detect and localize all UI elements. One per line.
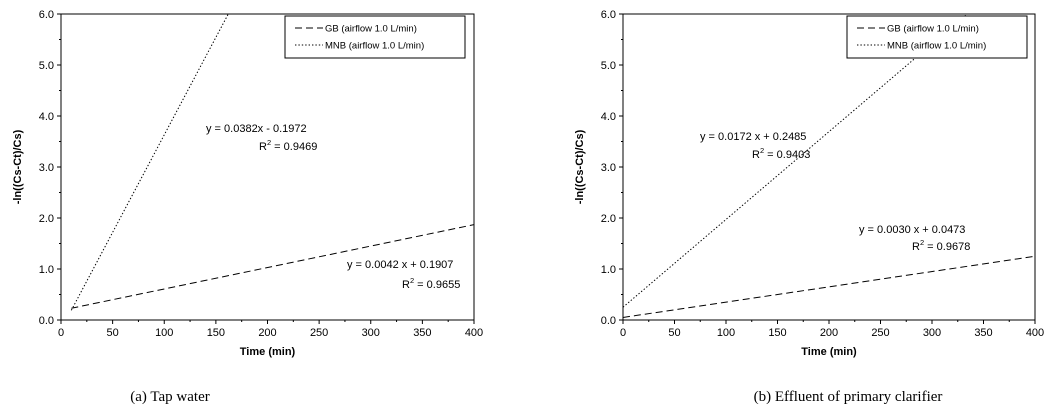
x-tick-label: 350 [413, 327, 431, 339]
x-tick-label: 0 [58, 327, 64, 339]
series-line-gb [71, 224, 474, 309]
plot-frame [60, 13, 475, 321]
legend-box [846, 15, 1028, 59]
x-tick-label: 250 [310, 327, 328, 339]
y-tick-label: 5.0 [39, 60, 54, 72]
x-tick-label: 250 [871, 327, 889, 339]
legend-entry: GB (airflow 1.0 L/min) [887, 24, 979, 35]
r-squared-letter: R [402, 279, 410, 291]
y-tick-label: 6.0 [39, 9, 54, 21]
r-squared-label: R2 = 0.9655 [402, 276, 460, 291]
x-tick-label: 100 [155, 327, 173, 339]
series-line-gb [623, 255, 1035, 318]
figure-caption: (a) Tap water [130, 389, 209, 405]
r-squared-superscript: 2 [760, 146, 764, 155]
x-tick-label: 50 [107, 327, 119, 339]
r-squared-value: = 0.9469 [271, 141, 317, 153]
chart-panel-0: 0 50 100 150 200 250 300 350 400 0.0 1.0 2.0 3.0 4.0 5… [12, 9, 483, 405]
y-tick-label: 1.0 [601, 264, 616, 276]
x-tick-label: 50 [668, 327, 680, 339]
x-tick-label: 200 [820, 327, 838, 339]
x-tick-label: 150 [207, 327, 225, 339]
y-axis-title: -ln((Cs-Ct)/Cs) [12, 129, 24, 204]
y-tick-label: 3.0 [601, 162, 616, 174]
x-tick-label: 400 [1026, 327, 1044, 339]
r-squared-value: = 0.9678 [924, 241, 970, 253]
regression-equation: y = 0.0042 x + 0.1907 [347, 259, 453, 271]
r-squared-label: R2 = 0.9403 [752, 146, 810, 161]
regression-equation: y = 0.0172 x + 0.2485 [700, 131, 806, 143]
x-tick-label: 400 [465, 327, 483, 339]
y-tick-label: 5.0 [601, 60, 616, 72]
series-line-mnb [623, 14, 968, 308]
legend-box [284, 15, 466, 59]
y-tick-label: 0.0 [601, 315, 616, 327]
r-squared-superscript: 2 [920, 238, 924, 247]
legend-entry: MNB (airflow 1.0 L/min) [887, 41, 986, 52]
legend-entry: MNB (airflow 1.0 L/min) [325, 41, 424, 52]
x-tick-label: 100 [717, 327, 735, 339]
regression-equation: y = 0.0382x - 0.1972 [206, 123, 307, 135]
x-tick-label: 150 [768, 327, 786, 339]
y-tick-label: 1.0 [39, 264, 54, 276]
y-tick-label: 2.0 [601, 213, 616, 225]
y-tick-label: 3.0 [39, 162, 54, 174]
y-tick-label: 6.0 [601, 9, 616, 21]
r-squared-label: R2 = 0.9678 [912, 238, 970, 253]
r-squared-value: = 0.9655 [414, 279, 460, 291]
r-squared-superscript: 2 [267, 138, 271, 147]
series-line-mnb [70, 14, 229, 311]
y-tick-label: 0.0 [39, 315, 54, 327]
r-squared-superscript: 2 [410, 276, 414, 285]
x-tick-label: 200 [258, 327, 276, 339]
legend-entry: GB (airflow 1.0 L/min) [325, 24, 417, 35]
x-tick-label: 300 [362, 327, 380, 339]
x-tick-label: 0 [620, 327, 626, 339]
x-tick-label: 350 [974, 327, 992, 339]
r-squared-letter: R [912, 241, 920, 253]
y-tick-label: 4.0 [601, 111, 616, 123]
plot-frame [622, 13, 1036, 321]
r-squared-letter: R [259, 141, 267, 153]
y-tick-label: 2.0 [39, 213, 54, 225]
y-tick-label: 4.0 [39, 111, 54, 123]
chart-panel-1: 0 50 100 150 200 250 300 350 400 0.0 1.0 2.0 3.0 4.0 5… [574, 9, 1044, 405]
regression-equation: y = 0.0030 x + 0.0473 [859, 224, 965, 236]
x-axis-title: Time (min) [801, 346, 857, 358]
r-squared-value: = 0.9403 [764, 149, 810, 161]
y-axis-title: -ln((Cs-Ct)/Cs) [574, 129, 586, 204]
x-axis-title: Time (min) [240, 346, 296, 358]
r-squared-label: R2 = 0.9469 [259, 138, 317, 153]
figure-caption: (b) Effluent of primary clarifier [754, 389, 943, 405]
r-squared-letter: R [752, 149, 760, 161]
x-tick-label: 300 [923, 327, 941, 339]
